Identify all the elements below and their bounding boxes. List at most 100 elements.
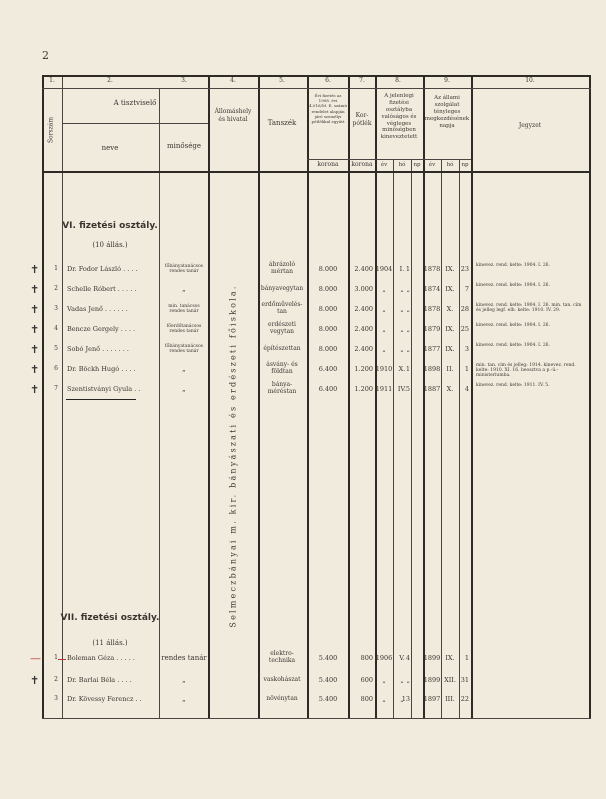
unit-label-ho: hó bbox=[446, 162, 454, 168]
note: kinevez. rend. kelte: 1911. IV. 5. bbox=[476, 383, 550, 388]
appointed-month: „ bbox=[400, 676, 404, 684]
appointed-day: „ bbox=[406, 345, 410, 353]
unit-label-nap: np bbox=[413, 162, 421, 168]
unit-label-nap: np bbox=[461, 162, 469, 168]
bonus: 2.400 bbox=[354, 265, 373, 273]
appointed-month: „ bbox=[400, 285, 404, 293]
cross-icon: ✝ bbox=[30, 303, 40, 316]
column-rule bbox=[375, 75, 377, 718]
service-day: 31 bbox=[460, 676, 469, 684]
note: kinevez. rend. kelte: 1904. I. 26. bbox=[476, 263, 550, 268]
appointed-year: „ bbox=[382, 305, 386, 313]
service-day: 25 bbox=[460, 325, 469, 333]
salary: 8.000 bbox=[318, 345, 338, 353]
header-col9: Az állami szolgálat tényleges megkezdésé… bbox=[424, 95, 470, 129]
institution-name: Selmeczbányai m. kir. bányászati és erdé… bbox=[228, 284, 238, 628]
row-number: 1 bbox=[54, 265, 58, 272]
appointed-month: „ bbox=[400, 305, 404, 313]
service-day: 1 bbox=[464, 365, 469, 373]
row-number: 4 bbox=[54, 325, 58, 332]
salary: 5.400 bbox=[318, 695, 338, 703]
service-year: 1899 bbox=[423, 654, 441, 662]
header-col8: A jelenlegi fizetési osztályba valóságos… bbox=[380, 93, 418, 141]
header-col6: Évi fizetés az 1908. évi 4.016/M. E. szá… bbox=[309, 93, 347, 124]
service-month: III. bbox=[445, 695, 455, 703]
service-year: 1887 bbox=[423, 385, 441, 393]
row-number: 5 bbox=[54, 345, 58, 352]
appointed-day: 1 bbox=[405, 365, 410, 373]
service-day: 23 bbox=[460, 265, 469, 273]
row-number: 1 bbox=[54, 654, 58, 661]
bonus: 2.400 bbox=[354, 305, 373, 313]
employee-rank: „ bbox=[182, 285, 186, 293]
appointed-month: „ bbox=[400, 325, 404, 333]
employee-name: Sobó Jenő . . . . . . . bbox=[67, 345, 129, 353]
appointed-year: 1904 bbox=[375, 265, 393, 273]
service-year: 1877 bbox=[423, 345, 441, 353]
service-year: 1878 bbox=[423, 265, 441, 273]
header-rule bbox=[62, 123, 208, 124]
column-rule bbox=[159, 88, 160, 718]
employee-rank: főbányatanácsos rendes tanár bbox=[165, 344, 203, 355]
note: kinevez. rend. kelte: 1904. I. 26. bbox=[476, 283, 550, 288]
column-number: 2. bbox=[107, 77, 113, 84]
section-count: (10 állás.) bbox=[92, 241, 128, 249]
row-number: 6 bbox=[54, 365, 58, 372]
header-rule bbox=[307, 159, 471, 160]
unit-label-ho: hó bbox=[398, 162, 406, 168]
table-top-rule bbox=[42, 75, 591, 77]
header-tisztviselo: A tisztviselő bbox=[113, 99, 157, 107]
appointed-month: V. bbox=[399, 654, 405, 662]
column-rule bbox=[62, 75, 63, 718]
subject: ásvány- és földtan bbox=[266, 361, 298, 375]
column-rule bbox=[459, 159, 460, 718]
bonus: 800 bbox=[360, 695, 373, 703]
header-bottom-rule bbox=[42, 171, 591, 173]
red-dash-mark: — bbox=[30, 652, 41, 665]
bonus: 2.400 bbox=[354, 325, 373, 333]
service-day: 4 bbox=[464, 385, 469, 393]
subject: erdőművelés-tan bbox=[261, 301, 303, 315]
salary: 8.000 bbox=[318, 325, 338, 333]
column-number: 7. bbox=[359, 77, 365, 84]
service-day: 3 bbox=[464, 345, 469, 353]
subject: elektro-technika bbox=[268, 650, 296, 664]
subject: növénytan bbox=[266, 695, 298, 702]
appointed-year: 1910 bbox=[375, 365, 393, 373]
employee-name: Dr. Barlai Béla . . . . bbox=[67, 676, 132, 684]
header-neve: neve bbox=[101, 144, 119, 152]
salary: 5.400 bbox=[318, 676, 338, 684]
row-number: 7 bbox=[54, 385, 58, 392]
header-col7: Kor-pótlék bbox=[352, 112, 372, 127]
salary: 5.400 bbox=[318, 654, 338, 662]
service-year: 1879 bbox=[423, 325, 441, 333]
column-number: 8. bbox=[395, 77, 401, 84]
service-month: X. bbox=[446, 385, 454, 393]
appointed-year: „ bbox=[382, 676, 386, 684]
service-year: 1897 bbox=[423, 695, 441, 703]
column-rule bbox=[348, 75, 350, 718]
salary: 6.400 bbox=[318, 365, 338, 373]
header-minosege: minősége bbox=[167, 142, 201, 150]
column-rule bbox=[393, 159, 394, 718]
employee-name: Schelle Róbert . . . . . bbox=[67, 285, 137, 293]
column-rule bbox=[589, 75, 591, 718]
row-number: 3 bbox=[54, 695, 58, 702]
appointed-day: „ bbox=[406, 325, 410, 333]
header-jegyzet: Jegyzet bbox=[518, 122, 542, 129]
unit-label-ev: év bbox=[380, 162, 388, 168]
column-rule bbox=[258, 75, 260, 718]
cross-icon: ✝ bbox=[30, 263, 40, 276]
column-number: 5. bbox=[279, 77, 285, 84]
service-month: X. bbox=[446, 305, 454, 313]
column-rule bbox=[471, 75, 473, 718]
service-year: 1899 bbox=[423, 676, 441, 684]
bonus: 1.200 bbox=[354, 385, 373, 393]
section-title: VI. fizetési osztály. bbox=[62, 221, 158, 231]
header-tanszek: Tanszék bbox=[267, 119, 297, 127]
subject: bánya-méréstan bbox=[267, 381, 297, 395]
bonus: 800 bbox=[360, 654, 373, 662]
service-month: IX. bbox=[445, 325, 455, 333]
appointed-day: „ bbox=[406, 305, 410, 313]
appointed-month: „ bbox=[400, 345, 404, 353]
